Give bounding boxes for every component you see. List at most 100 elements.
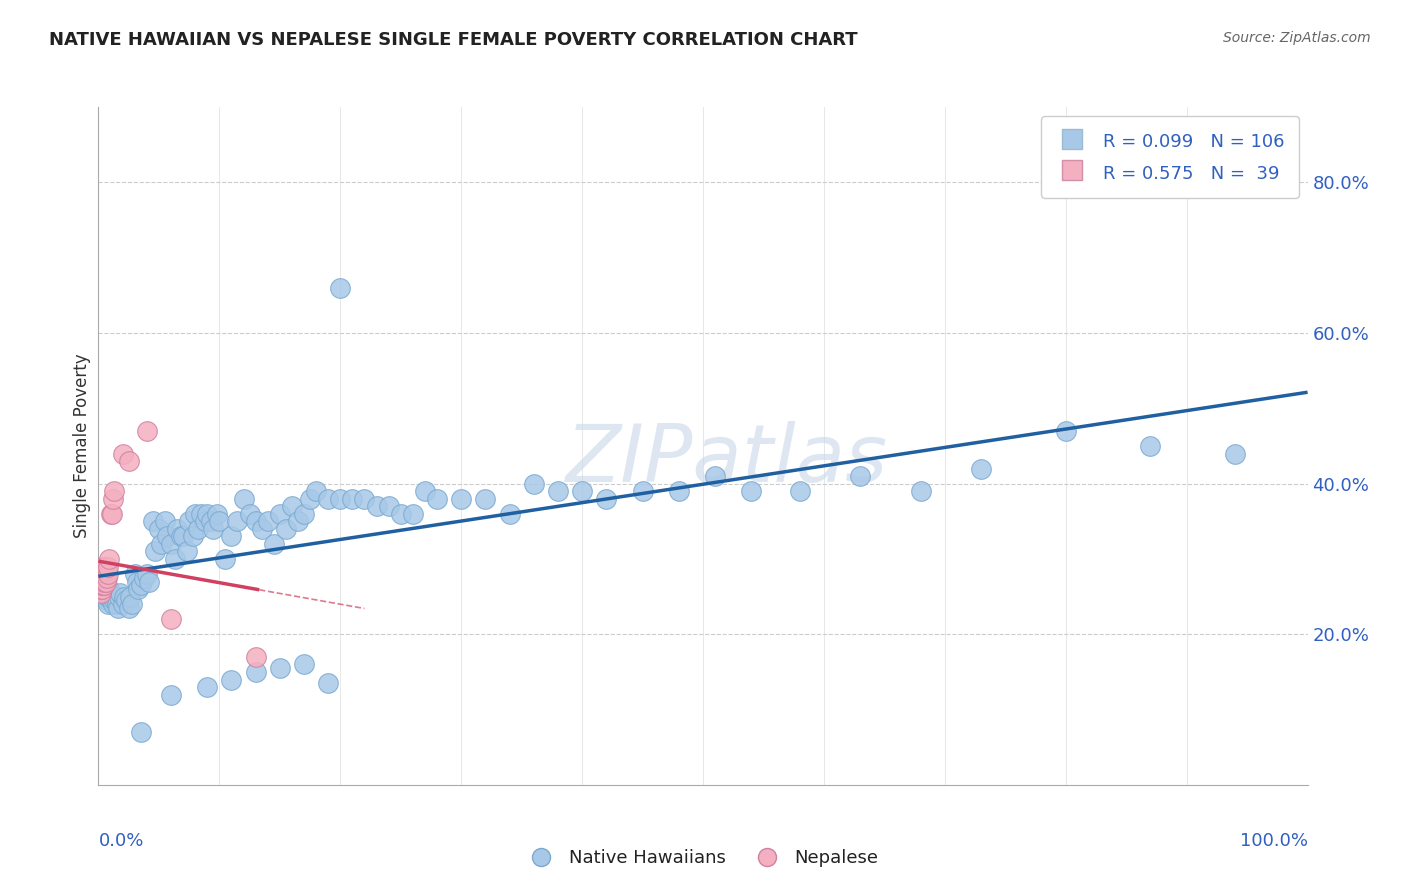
Point — [221, 529, 243, 543]
Point — [148, 522, 170, 536]
Point — [232, 491, 254, 506]
Point — [184, 507, 207, 521]
Point — [91, 578, 114, 592]
Point — [93, 571, 115, 585]
Point — [329, 491, 352, 506]
Point — [90, 578, 112, 592]
Point — [98, 552, 121, 566]
Point — [194, 514, 217, 528]
Point — [195, 507, 218, 521]
Point — [97, 597, 120, 611]
Point — [226, 514, 249, 528]
Point — [100, 507, 122, 521]
Point — [631, 484, 654, 499]
Point — [134, 571, 156, 585]
Point — [100, 507, 122, 521]
Point — [292, 657, 315, 672]
Point — [91, 574, 114, 589]
Point — [111, 446, 134, 460]
Point — [160, 537, 183, 551]
Point — [523, 476, 546, 491]
Point — [135, 424, 157, 438]
Point — [187, 522, 209, 536]
Point — [115, 593, 138, 607]
Point — [94, 567, 117, 582]
Point — [789, 484, 811, 499]
Point — [143, 544, 166, 558]
Point — [274, 522, 297, 536]
Point — [118, 454, 141, 468]
Point — [377, 500, 399, 514]
Point — [181, 529, 204, 543]
Point — [94, 574, 117, 589]
Point — [205, 507, 228, 521]
Point — [245, 665, 267, 679]
Point — [96, 586, 118, 600]
Point — [353, 491, 375, 506]
Point — [305, 484, 328, 499]
Point — [96, 593, 118, 607]
Point — [91, 571, 114, 585]
Point — [156, 529, 179, 543]
Point — [91, 567, 114, 582]
Point — [547, 484, 569, 499]
Point — [214, 552, 236, 566]
Point — [166, 522, 188, 536]
Point — [160, 688, 183, 702]
Point — [118, 601, 141, 615]
Point — [316, 676, 339, 690]
Point — [269, 661, 291, 675]
Point — [474, 491, 496, 506]
Point — [93, 563, 115, 577]
Point — [97, 567, 120, 582]
Point — [127, 574, 149, 589]
Point — [389, 507, 412, 521]
Point — [153, 514, 176, 528]
Point — [595, 491, 617, 506]
Point — [163, 552, 186, 566]
Point — [498, 507, 520, 521]
Text: ZIPatlas: ZIPatlas — [567, 420, 889, 499]
Point — [91, 571, 114, 585]
Point — [172, 529, 194, 543]
Point — [245, 649, 267, 664]
Point — [263, 537, 285, 551]
Point — [202, 522, 225, 536]
Point — [89, 578, 111, 592]
Y-axis label: Single Female Poverty: Single Female Poverty — [73, 354, 91, 538]
Point — [970, 461, 993, 475]
Point — [91, 582, 114, 596]
Point — [90, 574, 112, 589]
Point — [91, 567, 114, 582]
Point — [704, 469, 727, 483]
Point — [98, 586, 121, 600]
Point — [89, 582, 111, 596]
Point — [96, 563, 118, 577]
Point — [239, 507, 262, 521]
Point — [129, 725, 152, 739]
Point — [101, 597, 124, 611]
Point — [103, 593, 125, 607]
Point — [101, 491, 124, 506]
Legend: R = 0.099   N = 106, R = 0.575   N =  39: R = 0.099 N = 106, R = 0.575 N = 39 — [1042, 116, 1299, 198]
Point — [100, 593, 122, 607]
Point — [118, 590, 141, 604]
Point — [160, 612, 183, 626]
Point — [111, 597, 134, 611]
Point — [93, 582, 115, 596]
Point — [94, 559, 117, 574]
Point — [135, 567, 157, 582]
Point — [127, 582, 149, 596]
Text: NATIVE HAWAIIAN VS NEPALESE SINGLE FEMALE POVERTY CORRELATION CHART: NATIVE HAWAIIAN VS NEPALESE SINGLE FEMAL… — [49, 31, 858, 49]
Point — [93, 590, 115, 604]
Point — [169, 529, 191, 543]
Point — [103, 484, 125, 499]
Point — [281, 500, 304, 514]
Point — [1223, 446, 1246, 460]
Point — [269, 507, 291, 521]
Point — [342, 491, 364, 506]
Point — [108, 590, 131, 604]
Point — [402, 507, 425, 521]
Point — [138, 574, 160, 589]
Point — [190, 507, 212, 521]
